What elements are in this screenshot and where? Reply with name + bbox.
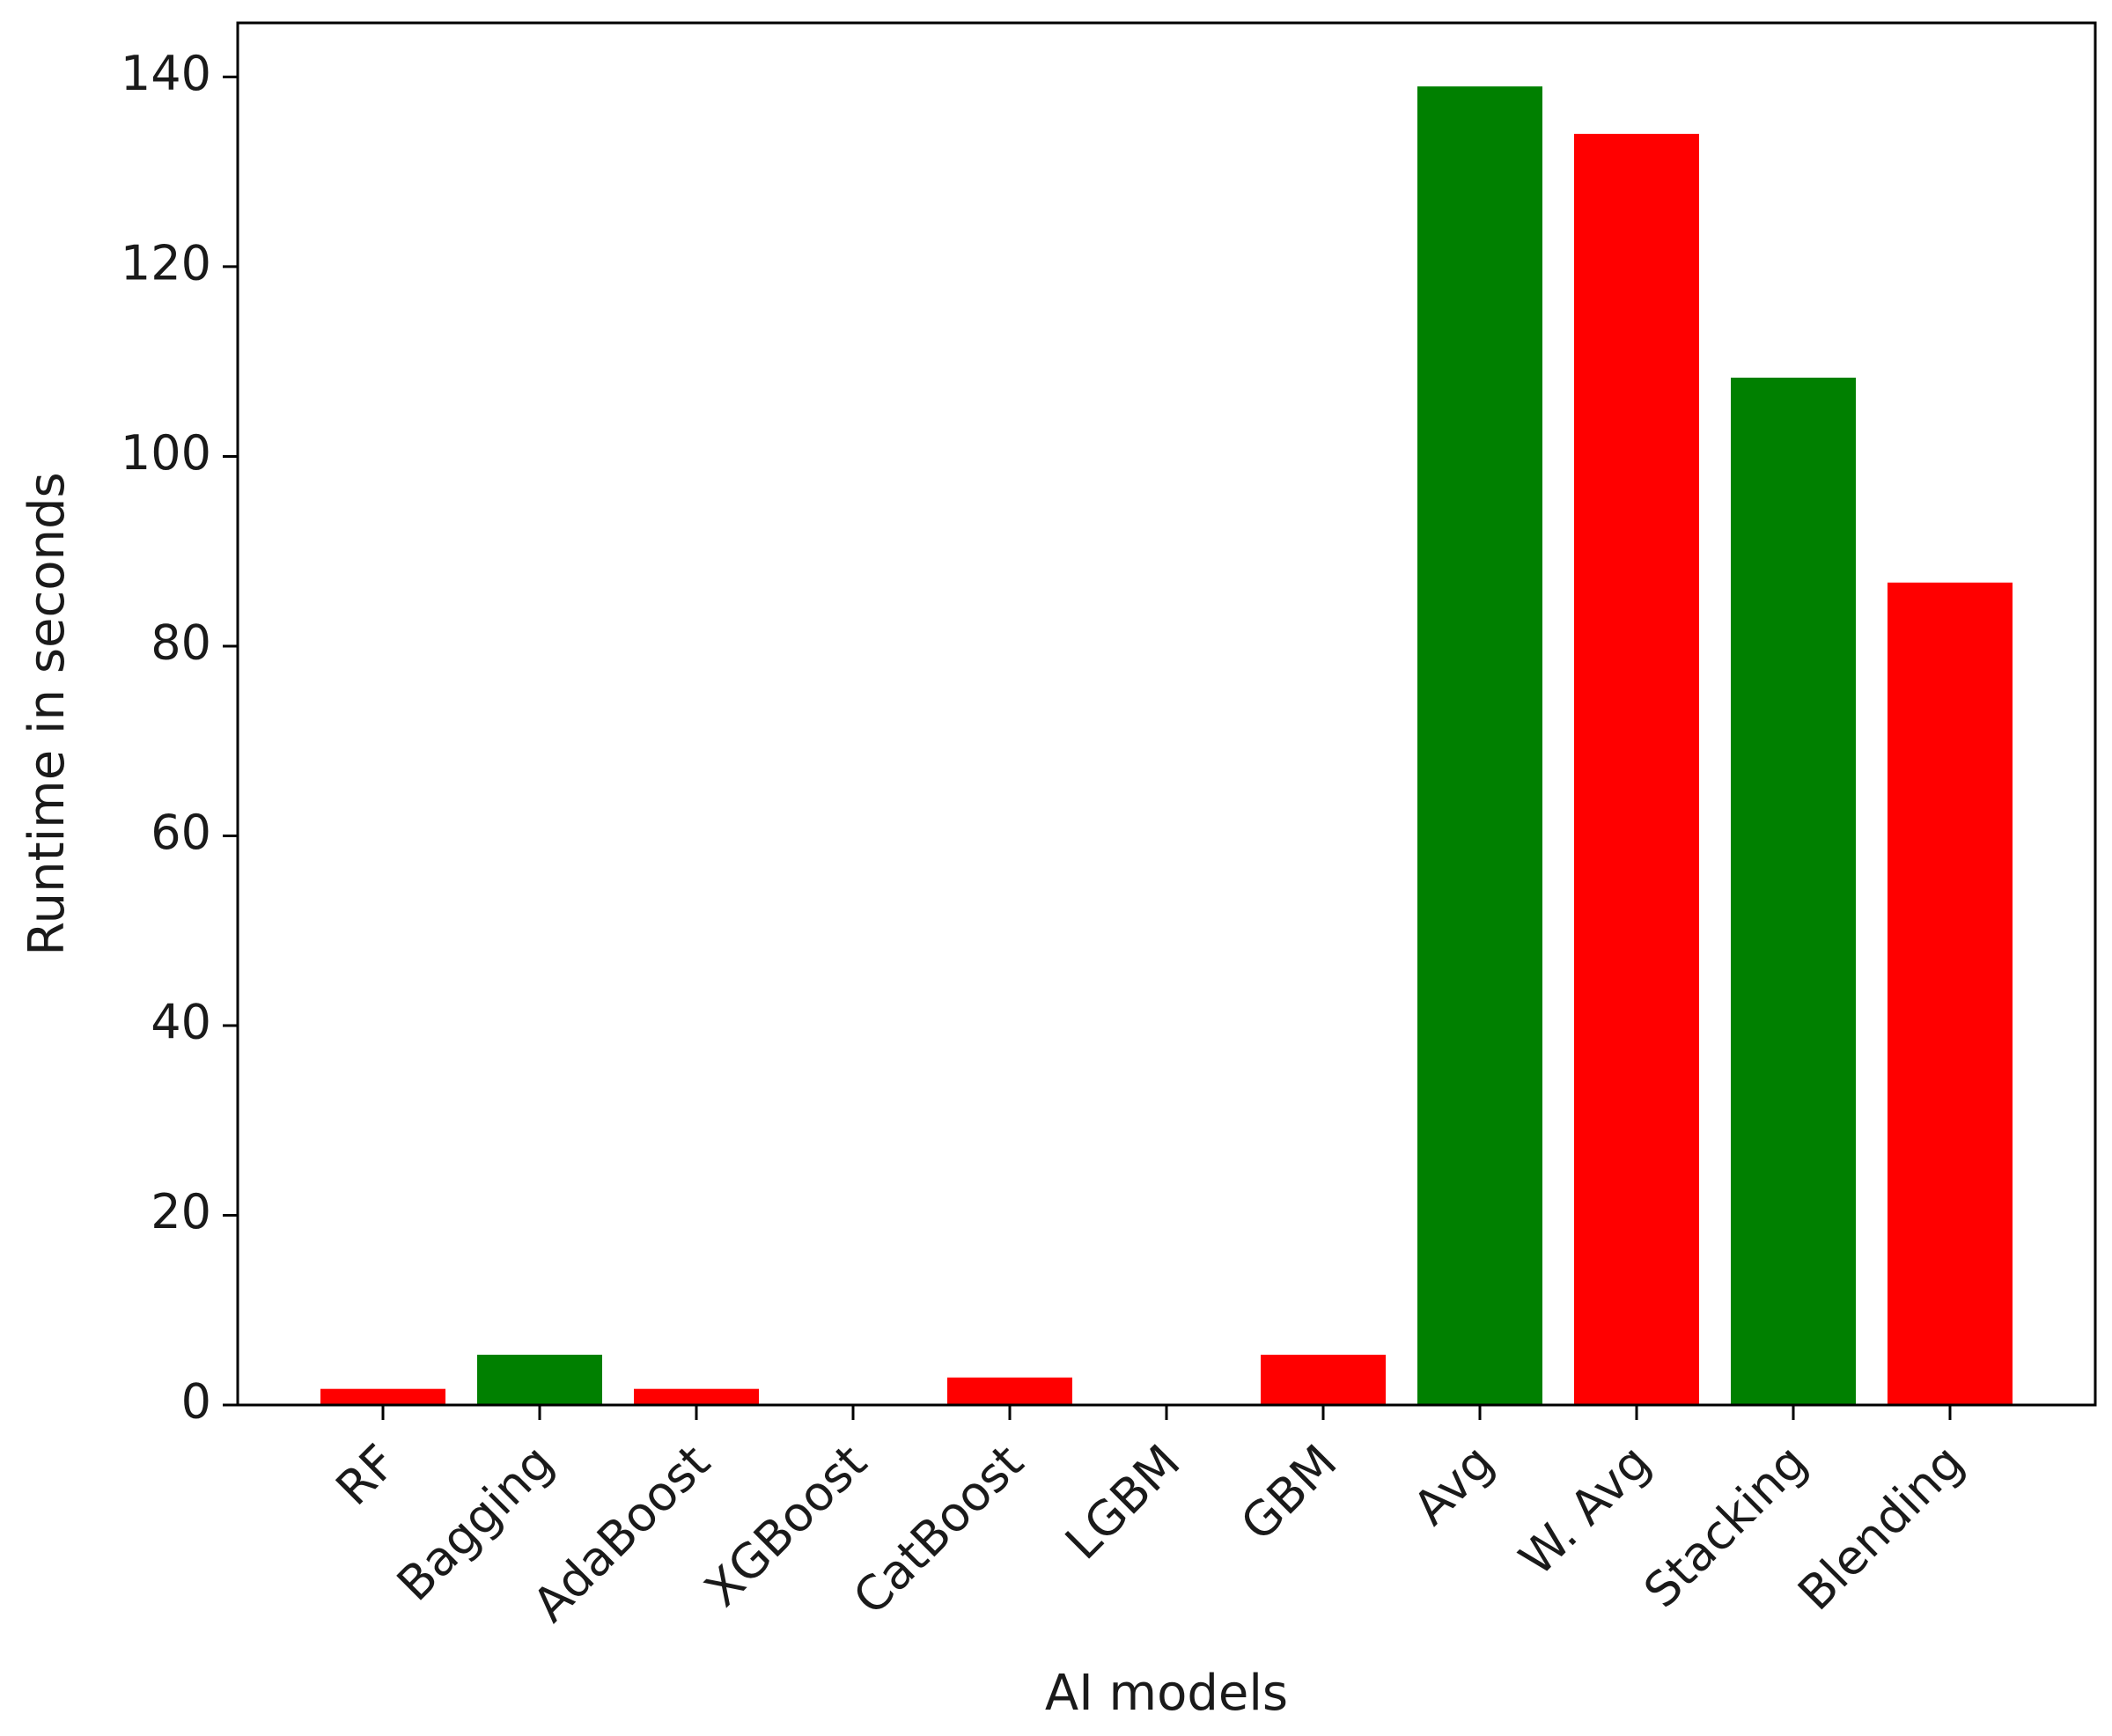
bar-avg: [1417, 86, 1542, 1406]
bar-stacking: [1731, 378, 1856, 1406]
bar-gbm: [1261, 1354, 1386, 1405]
y-tick-label: 60: [151, 805, 211, 860]
bar-rf: [320, 1388, 445, 1405]
x-tick-label: Blending: [1787, 1434, 1974, 1621]
x-tick-label: LGBM: [1055, 1434, 1191, 1570]
x-axis-title: AI models: [1045, 1665, 1288, 1722]
y-tick-label: 20: [151, 1184, 211, 1239]
bar-catboost: [947, 1377, 1072, 1405]
y-tick-label: 140: [121, 46, 211, 101]
y-tick-label: 120: [121, 236, 211, 291]
y-axis-title: Runtime in seconds: [18, 472, 76, 955]
y-tick-label: 0: [181, 1374, 211, 1430]
bar-adaboost: [634, 1388, 759, 1405]
y-tick-label: 80: [151, 615, 211, 671]
bar-w-avg: [1574, 134, 1699, 1406]
x-tick-label: RF: [325, 1434, 407, 1516]
bars-layer: [320, 86, 2013, 1406]
y-tick-label: 40: [151, 995, 211, 1050]
x-tick-label: Avg: [1402, 1434, 1504, 1535]
y-axis: 0 20 40 60 80 100 120 140: [121, 46, 238, 1430]
x-tick-label: W. Avg: [1509, 1434, 1661, 1586]
bar-bagging: [477, 1354, 602, 1405]
bar-blending: [1888, 582, 2013, 1405]
x-tick-label: Stacking: [1633, 1434, 1817, 1618]
y-tick-label: 100: [121, 425, 211, 481]
x-tick-label: CatBoost: [843, 1434, 1034, 1625]
x-tick-label: GBM: [1230, 1434, 1347, 1551]
